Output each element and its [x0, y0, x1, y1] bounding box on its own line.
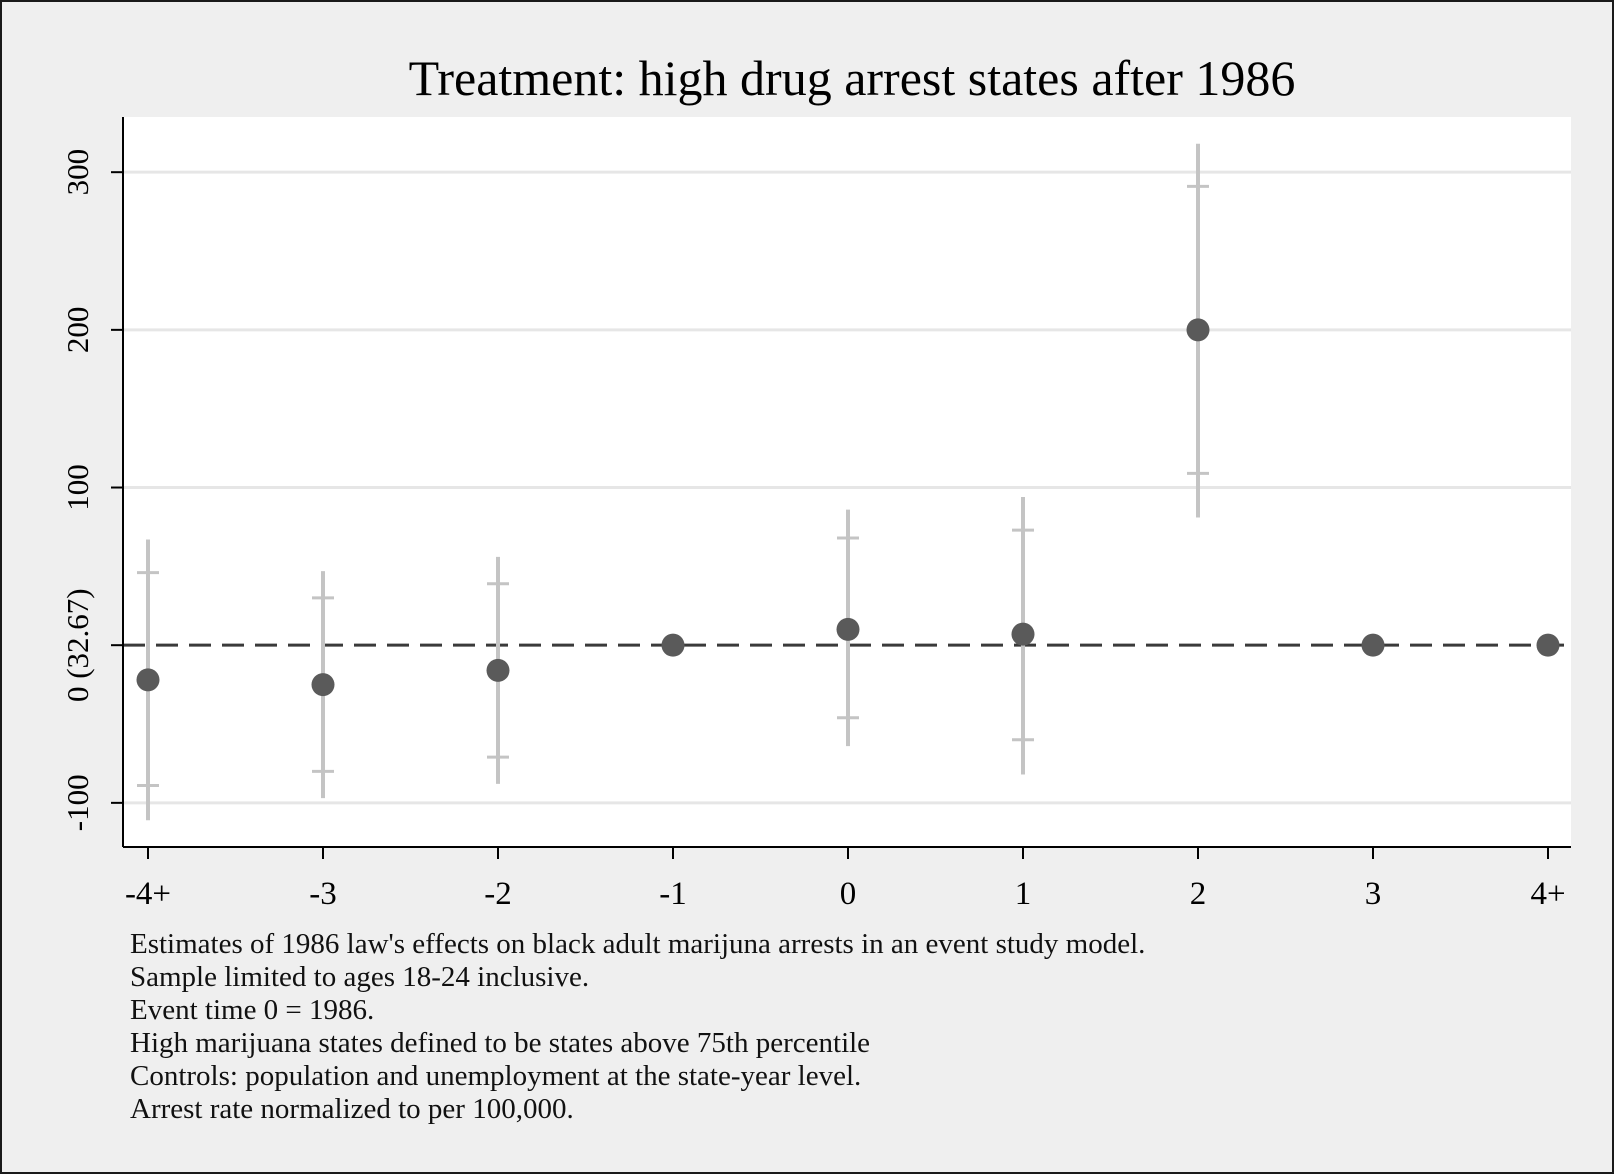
data-point — [1361, 633, 1385, 657]
data-point — [311, 673, 335, 697]
x-tick-label: 1 — [1015, 876, 1032, 912]
y-tick-label: 200 — [60, 307, 95, 354]
event-study-chart: Treatment: high drug arrest states after… — [60, 50, 1571, 912]
note-line: Arrest rate normalized to per 100,000. — [130, 1093, 574, 1125]
x-axis-ticks: -4+ -3 -2 -1 0 1 2 3 4+ — [125, 847, 1566, 912]
y-tick-label: 300 — [60, 149, 95, 196]
x-tick-label: -3 — [309, 876, 337, 912]
gridlines — [123, 170, 1571, 805]
note-line: Event time 0 = 1986. — [130, 994, 375, 1026]
x-tick-label: 2 — [1190, 876, 1207, 912]
data-point — [1011, 622, 1035, 646]
y-axis-ticks: 300 200 100 0 (32.67) -100 — [60, 149, 123, 831]
y-tick-label: -100 — [60, 774, 95, 831]
data-point — [486, 658, 510, 682]
data-point — [836, 617, 860, 641]
note-line: Sample limited to ages 18-24 inclusive. — [130, 961, 590, 993]
chart-title: Treatment: high drug arrest states after… — [409, 50, 1296, 106]
data-point — [1186, 318, 1210, 342]
data-point — [136, 668, 160, 692]
y-tick-label: 0 (32.67) — [60, 588, 95, 702]
data-point — [1536, 633, 1560, 657]
note-line: High marijuana states defined to be stat… — [130, 1027, 871, 1059]
x-tick-label: 0 — [840, 876, 857, 912]
x-tick-label: -1 — [659, 876, 687, 912]
figure-notes: Estimates of 1986 law's effects on black… — [130, 928, 1145, 1126]
note-line: Controls: population and unemployment at… — [130, 1060, 862, 1092]
x-tick-label: -2 — [484, 876, 512, 912]
x-tick-label: 3 — [1365, 876, 1382, 912]
x-tick-label: 4+ — [1530, 876, 1565, 912]
data-point — [661, 633, 685, 657]
note-line: Estimates of 1986 law's effects on black… — [130, 928, 1146, 960]
y-tick-label: 100 — [60, 464, 95, 511]
point-estimates — [136, 318, 1560, 697]
x-tick-label: -4+ — [125, 876, 171, 912]
